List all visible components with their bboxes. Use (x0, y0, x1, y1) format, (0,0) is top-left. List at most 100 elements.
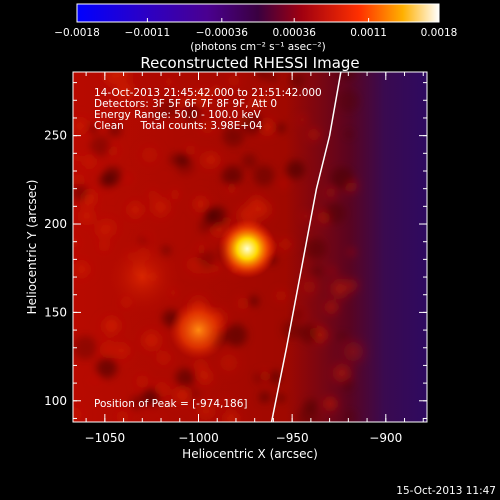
texture-blob (277, 177, 290, 191)
texture-dark-blob (293, 309, 304, 320)
texture-blob (342, 275, 363, 296)
source-3 (103, 238, 182, 317)
texture-dark-blob (344, 129, 355, 140)
texture-blob (167, 379, 198, 410)
texture-blob (162, 74, 176, 89)
texture-dark-blob (259, 391, 271, 403)
texture-blob (276, 235, 295, 253)
texture-blob (217, 404, 245, 422)
texture-dark-blob (253, 372, 265, 384)
texture-blob (192, 363, 215, 386)
annotation-peak: Position of Peak = [-974,186] (94, 398, 248, 410)
colorbar-tick-label: 0.00036 (272, 27, 316, 39)
texture-blob (143, 190, 178, 225)
heatmap-image (73, 72, 427, 422)
texture-dark-blob (203, 207, 220, 224)
x-axis-label: Heliocentric X (arcsec) (182, 447, 318, 461)
texture-blob (134, 139, 165, 170)
colorbar-units: (photons cm⁻² s⁻¹ asec⁻²) (190, 41, 325, 53)
texture-blob (120, 172, 134, 185)
texture-dark-blob (343, 410, 356, 422)
texture-dark-blob (176, 158, 195, 176)
texture-dark-blob (247, 295, 259, 307)
texture-dark-blob (240, 111, 264, 135)
texture-blob (321, 296, 342, 318)
x-tick-label: −900 (369, 431, 402, 445)
texture-dark-blob (141, 388, 161, 407)
texture-dark-blob (305, 238, 326, 260)
texture-dark-blob (108, 124, 122, 137)
texture-dark-blob (73, 183, 89, 202)
texture-blob (152, 346, 176, 370)
texture-dark-blob (88, 123, 98, 134)
texture-dark-blob (89, 135, 111, 157)
texture-blob (296, 274, 322, 300)
texture-dark-blob (159, 99, 179, 119)
texture-dark-blob (303, 398, 319, 414)
texture-blob (231, 291, 256, 316)
texture-dark-blob (256, 72, 269, 79)
texture-dark-blob (221, 164, 243, 186)
texture-dark-blob (300, 324, 320, 344)
texture-blob (294, 111, 311, 128)
x-tick-label: −950 (276, 431, 309, 445)
colorbar (76, 3, 440, 23)
texture-dark-blob (189, 388, 200, 400)
texture-blob (195, 115, 220, 139)
texture-dark-blob (175, 368, 196, 388)
texture-dark-blob (96, 357, 118, 379)
texture-blob (219, 395, 234, 410)
y-tick-label: 250 (44, 129, 67, 143)
texture-dark-blob (241, 153, 257, 169)
texture-blob (298, 209, 314, 224)
texture-dark-blob (286, 160, 305, 179)
texture-dark-blob (310, 264, 324, 278)
texture-blob (345, 245, 358, 259)
texture-dark-blob (289, 72, 305, 89)
texture-blob (73, 111, 95, 141)
texture-blob (73, 231, 85, 255)
colorbar-tick-label: −0.0018 (54, 27, 100, 39)
texture-blob (319, 393, 342, 415)
texture-blob (224, 72, 244, 91)
texture-blob (88, 373, 103, 388)
texture-blob (73, 400, 88, 422)
texture-dark-blob (276, 393, 286, 403)
y-tick-label: 150 (44, 305, 67, 319)
texture-blob (336, 334, 371, 369)
texture-dark-blob (130, 395, 145, 410)
texture-dark-blob (337, 90, 360, 112)
texture-blob (240, 194, 274, 227)
texture-blob (212, 346, 246, 379)
texture-dark-blob (335, 72, 349, 80)
colorbar-tick-label: 0.0011 (350, 27, 387, 39)
texture-blob (87, 215, 119, 246)
texture-blob (130, 369, 154, 394)
x-axis-ticks: −1050 −1000 −950 −900 (85, 72, 424, 445)
texture-blob (271, 286, 291, 305)
texture-dark-blob (268, 370, 282, 385)
annotation-block: 14-Oct-2013 21:45:42.000 to 21:51:42.000… (94, 87, 322, 410)
x-tick-label: −1000 (178, 431, 219, 445)
texture-dark-blob (341, 378, 354, 391)
texture-blob (111, 405, 134, 422)
footer-timestamp: 15-Oct-2013 11:47 (396, 485, 496, 497)
source-2 (169, 300, 228, 360)
texture-dark-blob (330, 167, 353, 190)
colorbar-ticks: −0.0018 −0.0011 −0.00036 0.00036 0.0011 0.001… (54, 18, 457, 39)
texture-dark-blob (73, 335, 98, 360)
texture-blob (77, 149, 102, 174)
colorbar-tick-label: −0.00036 (196, 27, 249, 39)
y-tick-label: 100 (44, 394, 67, 408)
solar-limb-curve (270, 72, 342, 422)
texture-blob (73, 254, 96, 284)
texture-blob (121, 195, 150, 224)
texture-dark-blob (275, 122, 286, 134)
texture-blob (109, 337, 136, 364)
y-axis-label: Heliocentric Y (arcsec) (25, 180, 39, 315)
texture-dark-blob (253, 165, 275, 186)
texture-dark-blob (324, 202, 346, 224)
texture-dark-blob (183, 103, 201, 121)
source-1 (217, 219, 277, 278)
texture-blob (303, 124, 325, 145)
